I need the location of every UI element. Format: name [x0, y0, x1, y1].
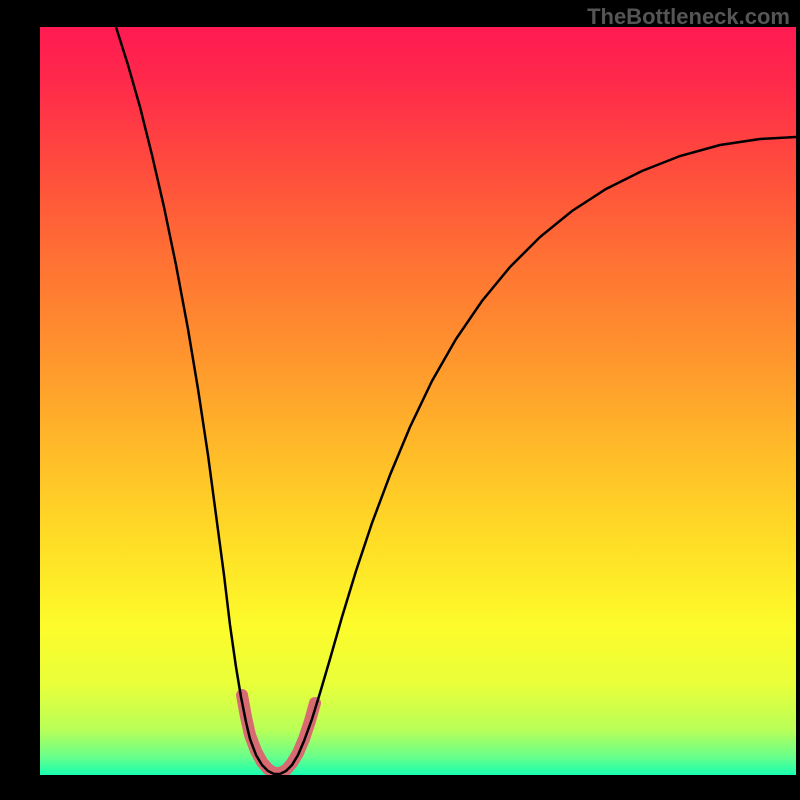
curve-layer	[40, 27, 796, 775]
chart-container: TheBottleneck.com	[0, 0, 800, 800]
watermark-text: TheBottleneck.com	[587, 4, 790, 30]
highlight-curve	[242, 695, 315, 773]
plot-area	[40, 27, 796, 775]
main-curve	[116, 27, 796, 774]
